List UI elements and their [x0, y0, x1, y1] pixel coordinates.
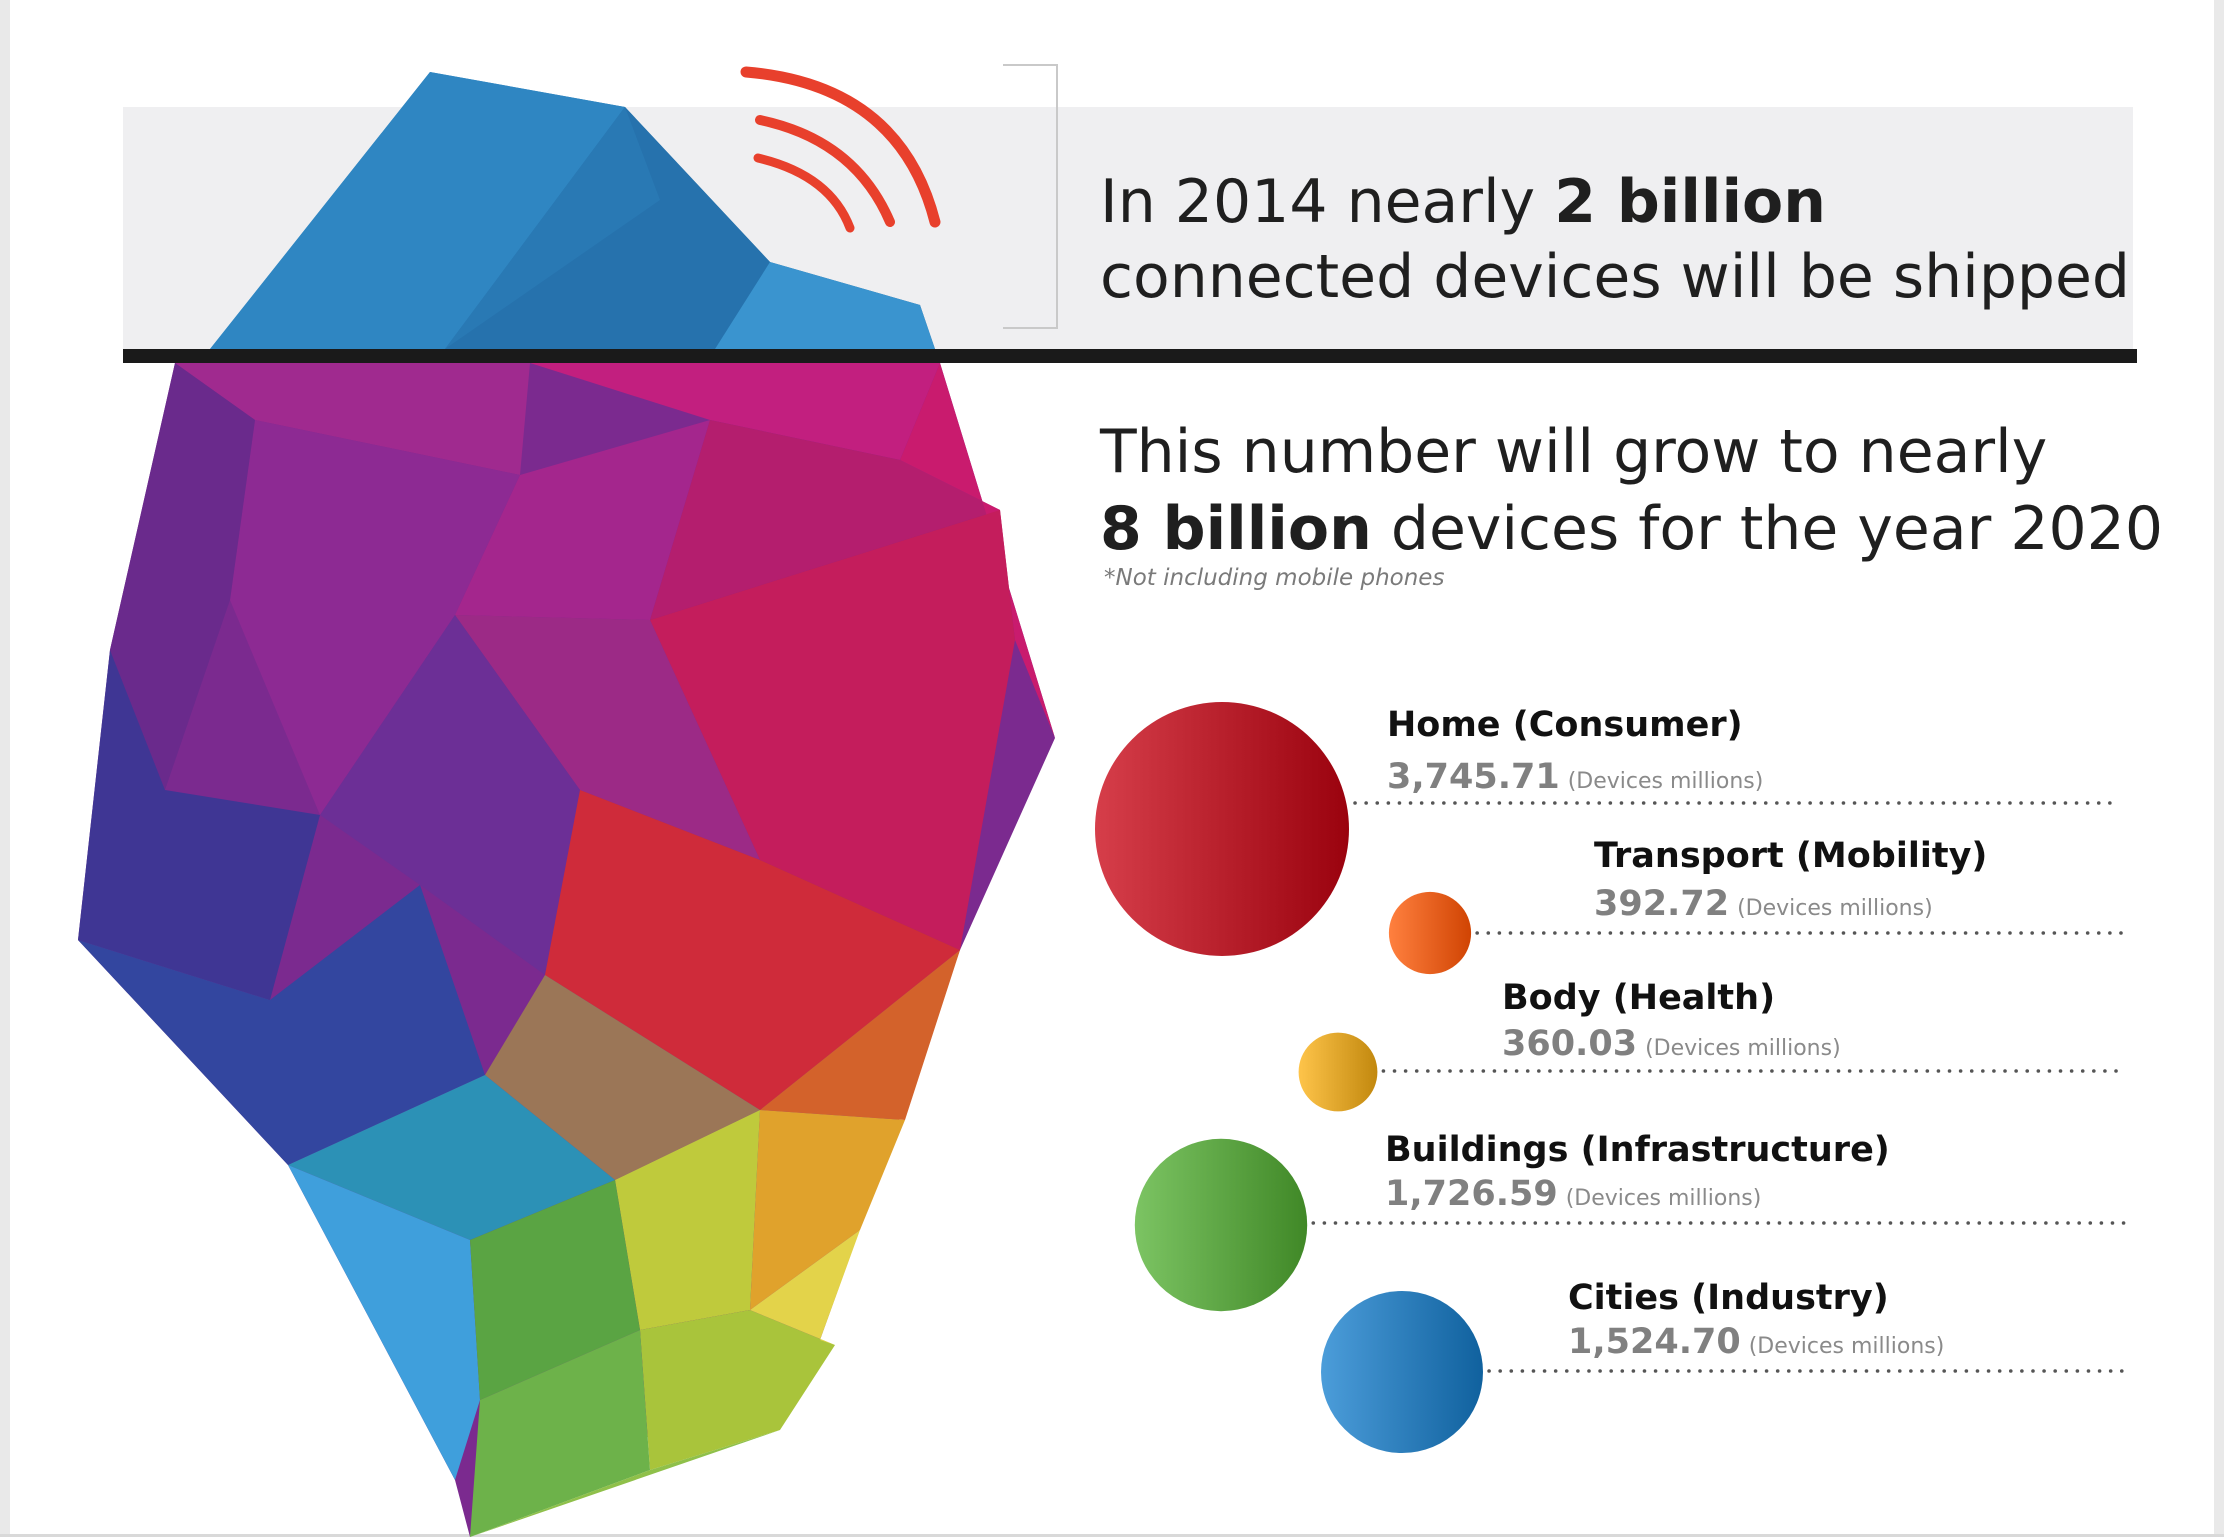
headline-2020-emphasis: 8 billion [1100, 494, 1372, 564]
category-name: Transport (Mobility) [1594, 836, 1988, 876]
category-name: Body (Health) [1502, 978, 1776, 1018]
category-value: 3,745.71 (Devices millions) [1387, 757, 1763, 797]
headline-2020-continued: 8 billion devices for the year 2020 [1100, 494, 2164, 564]
left-page-edge [0, 0, 10, 1537]
bubble-home-consumer [1095, 702, 1349, 956]
right-page-edge [2214, 0, 2224, 1537]
headline-2014-continued: connected devices will be shipped [1100, 242, 2131, 312]
bubble-body-health [1298, 1032, 1378, 1112]
value-unit: (Devices millions) [1567, 769, 1764, 794]
category-value: 1,524.70 (Devices millions) [1568, 1322, 1944, 1362]
bubble-transport-mobility [1388, 891, 1472, 975]
headline-2014-emphasis: 2 billion [1554, 167, 1826, 237]
value-unit: (Devices millions) [1645, 1036, 1841, 1061]
header-bracket [1003, 64, 1058, 329]
headline-2020: This number will grow to nearly [1100, 417, 2048, 487]
iceberg-underwater [78, 363, 1055, 1537]
value-number: 1,726.59 [1385, 1174, 1558, 1214]
headline-2014: In 2014 nearly 2 billion [1100, 167, 1826, 237]
category-value: 1,726.59 (Devices millions) [1385, 1174, 1761, 1214]
value-number: 1,524.70 [1568, 1322, 1741, 1362]
value-unit: (Devices millions) [1737, 896, 1933, 921]
category-value: 360.03 (Devices millions) [1502, 1024, 1841, 1064]
signal-waves-icon [740, 66, 941, 233]
value-unit: (Devices millions) [1565, 1186, 1762, 1211]
category-name: Buildings (Infrastructure) [1385, 1130, 1890, 1170]
iceberg-tip [210, 72, 935, 349]
value-unit: (Devices millions) [1748, 1334, 1945, 1359]
bottom-page-edge [0, 1534, 2224, 1537]
bubble-buildings-infrastructure [1134, 1138, 1308, 1312]
value-number: 3,745.71 [1387, 757, 1560, 797]
footnote: *Not including mobile phones [1104, 565, 1445, 591]
category-value: 392.72 (Devices millions) [1594, 884, 1933, 924]
value-number: 392.72 [1594, 884, 1730, 924]
category-name: Cities (Industry) [1568, 1278, 1889, 1318]
category-name: Home (Consumer) [1387, 705, 1743, 745]
waterline-bar [123, 349, 2137, 363]
bubble-cities-industry [1321, 1291, 1483, 1453]
value-number: 360.03 [1502, 1024, 1638, 1064]
